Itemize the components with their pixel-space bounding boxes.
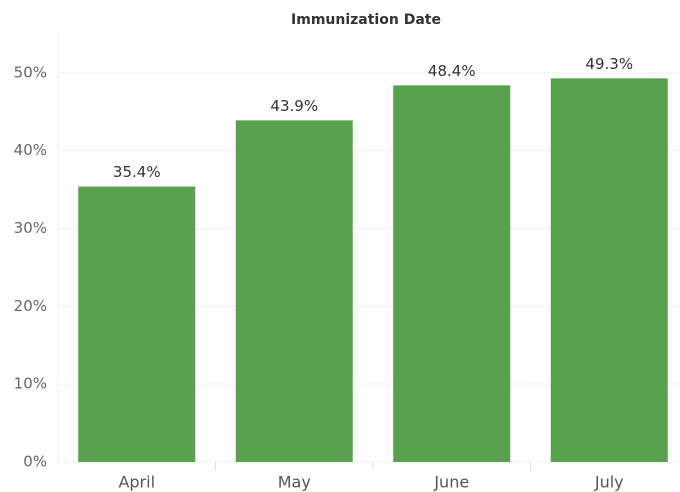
y-tick-label: 50% <box>14 63 47 81</box>
y-tick-label: 0% <box>23 453 47 471</box>
data-label: 43.9% <box>270 97 318 115</box>
data-label: 35.4% <box>113 163 161 181</box>
x-tick-label: May <box>278 473 311 492</box>
bar <box>78 186 196 463</box>
bar <box>235 120 353 463</box>
bar <box>550 78 668 463</box>
x-tick-label: July <box>594 473 624 492</box>
bar <box>393 85 511 463</box>
y-tick-label: 20% <box>14 297 47 315</box>
chart-title: Immunization Date <box>291 12 441 28</box>
data-label: 49.3% <box>585 55 633 73</box>
y-tick-label: 30% <box>14 219 47 237</box>
data-label: 48.4% <box>428 62 476 80</box>
y-tick-label: 40% <box>14 141 47 159</box>
y-tick-label: 10% <box>14 375 47 393</box>
x-tick-label: April <box>118 473 155 492</box>
x-tick-label: June <box>433 473 469 492</box>
